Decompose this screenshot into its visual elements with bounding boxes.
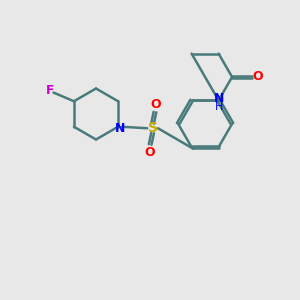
Text: O: O (144, 146, 155, 159)
Text: S: S (148, 121, 158, 135)
Text: H: H (214, 102, 223, 112)
Text: N: N (213, 92, 224, 105)
Text: O: O (252, 70, 263, 83)
Text: F: F (46, 84, 54, 97)
Text: N: N (114, 122, 125, 135)
Text: O: O (150, 98, 161, 111)
